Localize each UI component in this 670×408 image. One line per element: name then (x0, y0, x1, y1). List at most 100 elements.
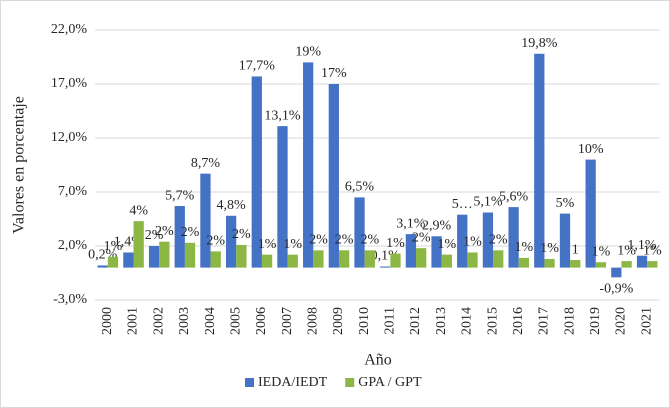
value-label: 6,5% (345, 180, 375, 195)
value-label: 5,6% (499, 189, 529, 204)
bar (123, 252, 134, 268)
x-tick-label: 2018 (562, 307, 577, 335)
bar (611, 267, 622, 278)
legend-swatch (345, 378, 355, 387)
bar (559, 213, 571, 268)
value-label: 4,8% (217, 198, 247, 213)
x-tick-label: 2015 (485, 307, 500, 335)
value-label: 2% (335, 233, 354, 248)
x-tick-label: 2003 (177, 307, 192, 335)
bar (261, 254, 273, 268)
bar (236, 244, 247, 268)
value-label: 2% (181, 225, 200, 240)
bar (287, 254, 298, 268)
x-tick-label: 2021 (639, 307, 654, 335)
bar (159, 241, 170, 268)
value-label: 2% (489, 233, 508, 248)
value-label: 19% (295, 45, 321, 60)
y-tick-label: 2,0% (58, 238, 88, 253)
value-label: 2,9% (422, 218, 452, 233)
bar (338, 250, 350, 268)
bar (493, 250, 504, 268)
value-label: 2% (155, 224, 174, 239)
value-label: 2% (145, 228, 164, 243)
value-label: 10% (578, 142, 604, 157)
bar (354, 197, 365, 268)
bar (416, 248, 427, 268)
bar (133, 221, 144, 268)
bar (210, 251, 221, 268)
legend-label: GPA / GPT (358, 375, 422, 390)
bar (570, 260, 581, 268)
legend-swatch (245, 378, 254, 387)
bar (405, 234, 417, 268)
bar (303, 62, 314, 268)
bar (482, 212, 494, 268)
x-tick-label: 2017 (537, 307, 552, 335)
y-tick-label: 17,0% (51, 76, 88, 91)
value-label: 1 (572, 242, 579, 257)
x-tick-label: 2010 (357, 307, 372, 335)
x-tick-label: 2005 (228, 307, 243, 335)
x-tick-label: 2011 (383, 307, 398, 334)
bar (174, 206, 185, 268)
value-label: 2% (360, 233, 379, 248)
x-axis-title: Año (364, 352, 392, 369)
y-tick-label: 7,0% (58, 184, 88, 199)
bar (595, 262, 607, 268)
bar (621, 261, 632, 268)
bar (225, 215, 237, 268)
value-label: 1% (463, 235, 482, 250)
value-label: 5… (452, 197, 473, 212)
bar (457, 214, 468, 268)
x-tick-label: 2013 (434, 307, 449, 335)
y-tick-label: 22,0% (51, 22, 88, 37)
value-label: 5,1% (473, 195, 503, 210)
bar (467, 252, 478, 268)
x-tick-label: 2008 (306, 307, 321, 335)
x-tick-label: 2016 (511, 307, 526, 335)
y-tick-label: 12,0% (51, 130, 88, 145)
bar (431, 236, 442, 268)
value-label: 2% (412, 230, 431, 245)
value-label: 1% (540, 241, 559, 256)
bar (508, 207, 519, 268)
bar (148, 246, 160, 268)
x-tick-label: 2000 (100, 307, 115, 335)
value-label: 1% (592, 244, 611, 259)
value-label: 5,7% (165, 188, 195, 203)
y-axis-title: Valores en porcentaje (11, 96, 28, 234)
x-tick-label: 2014 (460, 307, 475, 335)
x-tick-label: 2001 (126, 307, 141, 335)
value-label: 5% (556, 196, 575, 211)
legend-label: IEDA/IEDT (258, 375, 328, 390)
x-tick-label: 2004 (203, 307, 218, 335)
x-tick-label: 2020 (614, 307, 629, 335)
value-label: 1% (104, 239, 123, 254)
value-label: 2% (232, 227, 251, 242)
bar (184, 242, 196, 268)
x-tick-label: 2006 (254, 307, 269, 335)
bar (380, 266, 391, 268)
value-label: 8,7% (191, 156, 221, 171)
bar (200, 173, 211, 268)
value-label: 2% (309, 233, 328, 248)
bar (534, 53, 545, 268)
value-label: 1% (643, 243, 662, 258)
value-label: 1% (617, 243, 636, 258)
value-label: -0,9% (599, 282, 633, 297)
x-tick-label: 2009 (331, 307, 346, 335)
value-label: 4% (129, 203, 148, 218)
bar (107, 256, 119, 268)
value-label: 17,7% (239, 59, 276, 74)
x-tick-label: 2002 (151, 307, 166, 335)
bar (251, 76, 262, 268)
bar (277, 126, 288, 268)
value-label: 3,1% (396, 216, 426, 231)
value-label: 17% (321, 66, 347, 81)
bar (544, 258, 555, 268)
x-tick-label: 2019 (588, 307, 603, 335)
value-label: 1% (258, 237, 277, 252)
bar (636, 255, 648, 268)
